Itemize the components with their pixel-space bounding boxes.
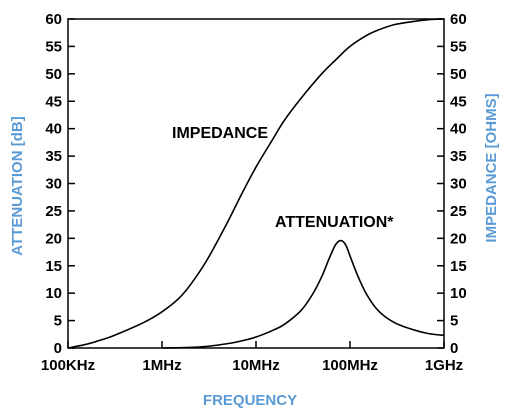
plot-frame <box>67 18 445 349</box>
left-axis-title: ATTENUATION [dB] <box>9 116 26 255</box>
right-axis-title: IMPEDANCE [OHMS] <box>483 93 500 242</box>
right-tick-label: 30 <box>450 176 467 193</box>
left-tick-label: 45 <box>45 93 62 110</box>
left-tick-label: 15 <box>45 258 62 275</box>
right-tick-label: 15 <box>450 258 467 275</box>
left-tick-label: 55 <box>45 38 62 55</box>
right-tick-label: 0 <box>450 340 458 357</box>
left-tick-label: 50 <box>45 66 62 83</box>
right-tick-label: 35 <box>450 148 467 165</box>
series-layer <box>67 18 445 349</box>
left-tick-label: 30 <box>45 176 62 193</box>
x-tick-label: 10MHz <box>232 357 280 374</box>
right-tick-label: 10 <box>450 285 467 302</box>
left-tick-label: 20 <box>45 230 62 247</box>
left-tick-label: 60 <box>45 11 62 28</box>
right-tick-label: 40 <box>450 121 467 138</box>
right-tick-label: 45 <box>450 93 467 110</box>
right-tick-label: 25 <box>450 203 467 220</box>
x-tick-label: 100KHz <box>41 357 95 374</box>
left-tick-label: 5 <box>54 313 62 330</box>
x-axis-ticks: 100KHz 1MHz 10MHz 100MHz 1GHz <box>41 341 463 374</box>
series-line-impedance <box>67 18 445 349</box>
left-axis-ticks: 0 5 10 15 20 25 30 35 40 45 50 55 60 <box>45 11 75 357</box>
x-tick-label: 1GHz <box>425 357 463 374</box>
right-axis-ticks: 0 5 10 15 20 25 30 35 40 45 50 55 60 <box>437 11 467 357</box>
left-tick-label: 25 <box>45 203 62 220</box>
right-tick-label: 55 <box>450 38 467 55</box>
x-tick-label: 100MHz <box>322 357 378 374</box>
left-tick-label: 10 <box>45 285 62 302</box>
right-tick-label: 5 <box>450 313 458 330</box>
left-tick-label: 35 <box>45 148 62 165</box>
series-line-attenuation <box>161 239 445 349</box>
left-tick-label: 40 <box>45 121 62 138</box>
curve-label-attenuation: ATTENUATION* <box>275 214 394 231</box>
curve-label-impedance: IMPEDANCE <box>172 125 268 142</box>
left-tick-label: 0 <box>54 340 62 357</box>
right-tick-label: 20 <box>450 230 467 247</box>
right-tick-label: 50 <box>450 66 467 83</box>
x-tick-label: 1MHz <box>142 357 181 374</box>
right-tick-label: 60 <box>450 11 467 28</box>
x-axis-title: FREQUENCY <box>203 392 297 409</box>
